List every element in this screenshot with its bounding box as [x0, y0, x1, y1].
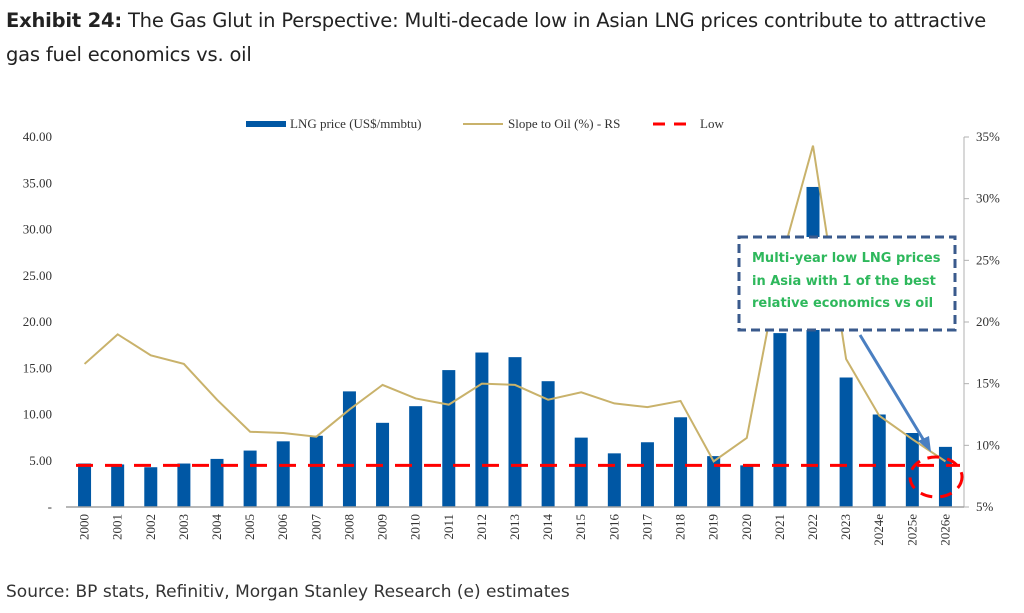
x-axis-label-2014: 2014	[540, 514, 555, 541]
bar-2010	[409, 406, 423, 507]
x-axis-label-2019: 2019	[706, 514, 721, 540]
highlight-circle	[908, 455, 964, 499]
x-axis-label-2006: 2006	[275, 514, 290, 541]
bar-2021	[773, 333, 787, 507]
right-axis-tick-label: 5%	[976, 499, 994, 514]
legend-label-low: Low	[700, 116, 724, 131]
left-axis-tick-label: 15.00	[23, 360, 52, 375]
x-axis-label-2011: 2011	[441, 514, 456, 540]
annotation-arrow	[858, 334, 928, 445]
x-axis-label-2022: 2022	[805, 514, 820, 540]
annotation-line-1: Multi-year low LNG prices	[752, 251, 941, 266]
legend-label-lng-price: LNG price (US$/mmbtu)	[290, 116, 421, 131]
right-axis-tick-label: 35%	[976, 129, 1000, 144]
bar-2000	[78, 463, 92, 507]
annotation-box	[737, 235, 957, 332]
left-axis-tick-label: 20.00	[23, 314, 52, 329]
exhibit-label: Exhibit 24:	[6, 9, 122, 32]
bar-2007	[309, 435, 323, 507]
left-axis: - 5.00 10.00 15.00 20.00 25.00 30.00 35.00 40.00	[23, 129, 52, 514]
bar-2020	[740, 465, 754, 507]
x-axis-label-2021: 2021	[772, 514, 787, 540]
bar-2015	[574, 437, 588, 507]
source-note: Source: BP stats, Refinitiv, Morgan Stan…	[6, 582, 570, 602]
bar-2003	[177, 463, 191, 507]
x-axis-label-2007: 2007	[308, 514, 323, 541]
right-axis-tick-label: 10%	[976, 437, 1000, 452]
right-axis-tick-label: 15%	[976, 376, 1000, 391]
x-axis-label-2005: 2005	[242, 514, 257, 540]
x-axis-label-2024e: 2024e	[871, 514, 886, 546]
annotation-line-2: in Asia with 1 of the best	[752, 274, 936, 289]
annotation-arrow-head	[918, 436, 931, 452]
bar-2019	[707, 456, 721, 507]
legend: LNG price (US$/mmbtu) Slope to Oil (%) -…	[246, 116, 724, 131]
left-axis-tick-label: 10.00	[23, 407, 52, 422]
x-axis-label-2012: 2012	[474, 514, 489, 540]
x-axis-labels: 2000 2001 2002 2003 2004 2005 2006 2007 2008 2009…	[77, 514, 953, 546]
x-axis-label-2008: 2008	[341, 514, 356, 540]
bar-2006	[276, 441, 290, 507]
bar-2013	[508, 357, 522, 507]
x-axis-label-2017: 2017	[639, 514, 654, 541]
x-axis-label-2015: 2015	[573, 514, 588, 540]
right-axis-tick-label: 25%	[976, 252, 1000, 267]
exhibit-title: Exhibit 24: The Gas Glut in Perspective:…	[6, 4, 1016, 72]
x-axis-label-2018: 2018	[673, 514, 688, 540]
right-axis-tick-label: 30%	[976, 191, 1000, 206]
left-axis-tick-label: -	[48, 499, 52, 514]
right-axis: 5% 10% 15% 20% 25% 30% 35%	[963, 129, 1000, 514]
left-axis-tick-label: 5.00	[29, 453, 52, 468]
bar-2016	[607, 453, 621, 507]
bar-2011	[442, 370, 456, 507]
bar-2002	[144, 467, 158, 507]
bar-2001	[111, 464, 125, 507]
right-axis-tick-label: 20%	[976, 314, 1000, 329]
x-axis-label-2025e: 2025e	[904, 514, 919, 546]
exhibit-title-text: The Gas Glut in Perspective: Multi-decad…	[6, 9, 987, 66]
left-axis-tick-label: 25.00	[23, 268, 52, 283]
legend-label-slope: Slope to Oil (%) - RS	[508, 116, 620, 131]
x-axis-label-2013: 2013	[507, 514, 522, 540]
x-axis-label-2003: 2003	[176, 514, 191, 540]
bar-2017	[640, 442, 654, 507]
x-axis-label-2010: 2010	[408, 514, 423, 540]
left-axis-tick-label: 30.00	[23, 222, 52, 237]
x-axis-label-2009: 2009	[375, 514, 390, 540]
x-axis-label-2002: 2002	[143, 514, 158, 540]
bar-2018	[674, 417, 688, 507]
bar-2024e	[872, 414, 886, 507]
x-axis-label-2026e: 2026e	[937, 514, 952, 546]
bar-2014	[541, 381, 555, 507]
x-axis-label-2016: 2016	[606, 514, 621, 541]
left-axis-tick-label: 40.00	[23, 129, 52, 144]
bar-2025e	[905, 433, 919, 507]
x-axis-label-2001: 2001	[110, 514, 125, 540]
annotation: Multi-year low LNG prices in Asia with 1…	[737, 235, 964, 499]
annotation-line-3: relative economics vs oil	[752, 296, 933, 311]
x-axis-label-2004: 2004	[209, 514, 224, 541]
bar-2022	[806, 186, 820, 507]
lng-price-bars	[78, 186, 952, 507]
x-axis-label-2000: 2000	[77, 514, 92, 540]
bar-2012	[475, 352, 489, 507]
bar-2008	[342, 391, 356, 507]
bar-2026e	[938, 446, 952, 507]
x-axis-label-2023: 2023	[838, 514, 853, 540]
bar-2005	[243, 450, 257, 507]
bar-2023	[839, 377, 853, 507]
legend-swatch-lng-price	[246, 121, 286, 127]
bar-2004	[210, 458, 224, 507]
left-axis-tick-label: 35.00	[23, 175, 52, 190]
x-axis-label-2020: 2020	[739, 514, 754, 540]
